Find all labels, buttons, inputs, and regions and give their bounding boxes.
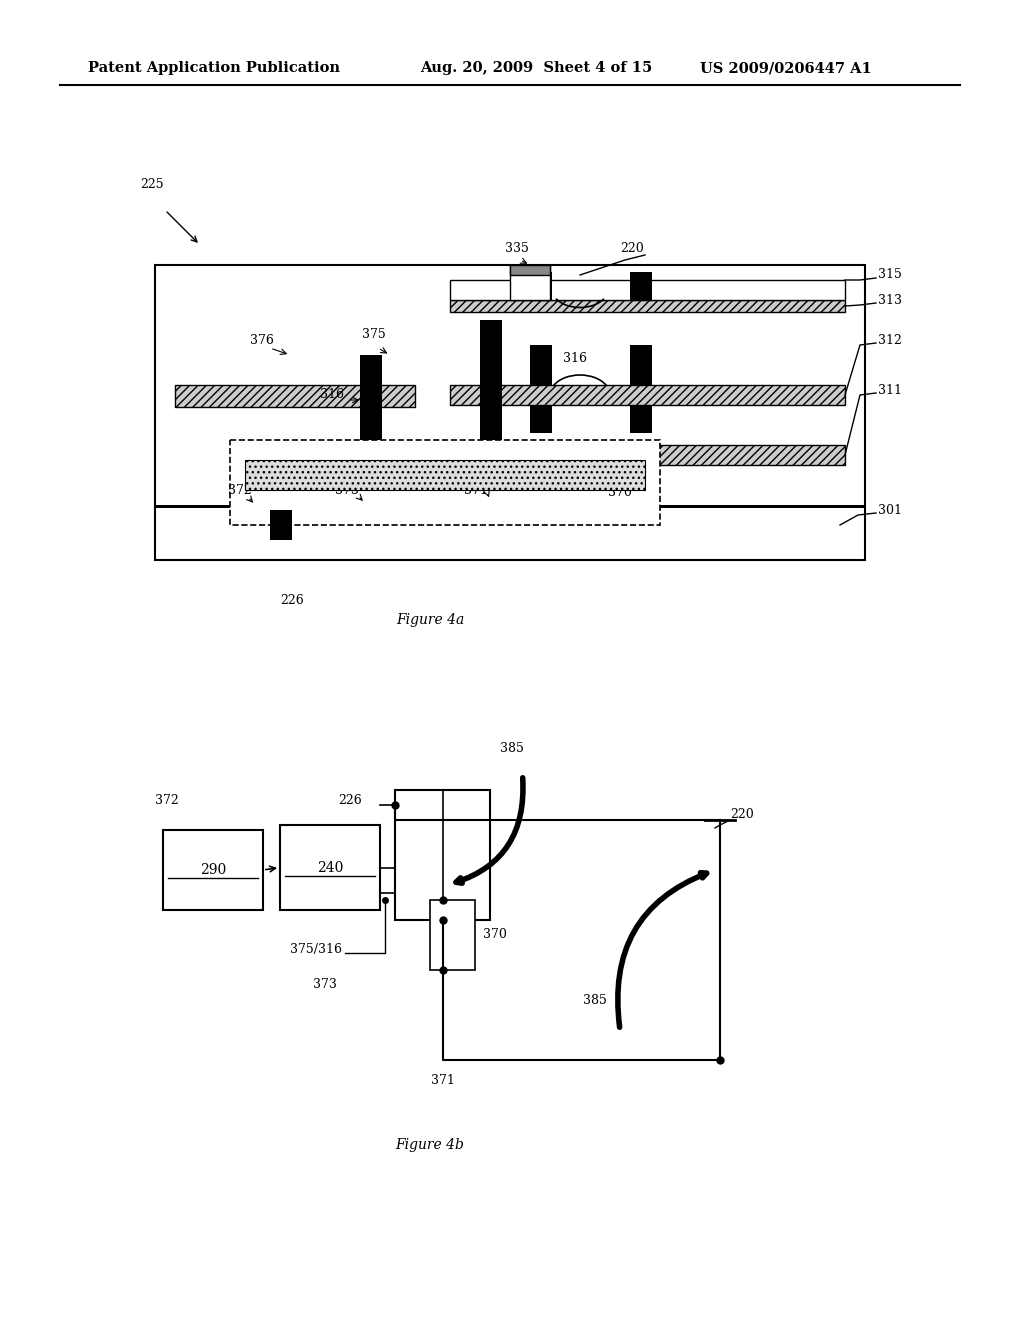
Text: Figure 4b: Figure 4b — [395, 1138, 465, 1152]
Text: 375/316: 375/316 — [290, 944, 342, 957]
Bar — [530, 272, 552, 300]
Text: 301: 301 — [878, 503, 902, 516]
Text: 373: 373 — [313, 978, 337, 991]
Bar — [280, 825, 380, 909]
Text: 290: 290 — [200, 863, 226, 876]
Bar — [360, 475, 382, 506]
Text: 335: 335 — [505, 242, 528, 255]
Bar — [530, 465, 552, 495]
Bar — [175, 385, 415, 407]
Text: 316: 316 — [319, 388, 344, 401]
Bar — [155, 506, 865, 508]
Bar — [630, 405, 652, 433]
Bar — [155, 265, 865, 560]
Bar — [352, 459, 412, 490]
Bar — [530, 405, 552, 433]
Text: 376: 376 — [250, 334, 273, 346]
Text: 371: 371 — [431, 1073, 455, 1086]
Text: 385: 385 — [583, 994, 607, 1006]
Text: 220: 220 — [620, 242, 644, 255]
Bar — [630, 345, 652, 385]
Bar — [163, 830, 263, 909]
Text: 240: 240 — [316, 861, 343, 874]
Text: 315: 315 — [878, 268, 902, 281]
Text: 316: 316 — [563, 351, 587, 364]
Text: 220: 220 — [730, 808, 754, 821]
Bar — [630, 465, 652, 495]
Bar — [630, 272, 652, 300]
Text: 372: 372 — [228, 483, 252, 496]
Text: 370: 370 — [608, 486, 632, 499]
Bar — [360, 355, 382, 465]
Bar — [450, 280, 845, 300]
Bar — [450, 445, 845, 465]
Text: 226: 226 — [338, 793, 361, 807]
Bar — [450, 300, 845, 312]
Text: 373: 373 — [335, 483, 358, 496]
Bar — [510, 265, 550, 275]
Text: 313: 313 — [878, 293, 902, 306]
Text: 225: 225 — [140, 178, 164, 191]
Bar — [450, 385, 845, 405]
Bar — [245, 459, 645, 490]
Text: 375: 375 — [362, 329, 386, 342]
Text: 372: 372 — [155, 793, 179, 807]
Bar — [430, 900, 475, 970]
Bar — [510, 265, 550, 300]
Text: Patent Application Publication: Patent Application Publication — [88, 61, 340, 75]
Bar — [480, 319, 502, 475]
Text: 385: 385 — [500, 742, 524, 755]
Text: Figure 4a: Figure 4a — [396, 612, 464, 627]
Bar — [230, 440, 660, 525]
Text: US 2009/0206447 A1: US 2009/0206447 A1 — [700, 61, 871, 75]
Bar — [530, 345, 552, 385]
Text: 370: 370 — [483, 928, 507, 941]
Text: 371: 371 — [464, 483, 488, 496]
Bar — [270, 510, 292, 540]
Bar — [395, 789, 490, 920]
Text: Aug. 20, 2009  Sheet 4 of 15: Aug. 20, 2009 Sheet 4 of 15 — [420, 61, 652, 75]
Text: 312: 312 — [878, 334, 902, 346]
Text: 311: 311 — [878, 384, 902, 396]
Text: 226: 226 — [280, 594, 304, 606]
